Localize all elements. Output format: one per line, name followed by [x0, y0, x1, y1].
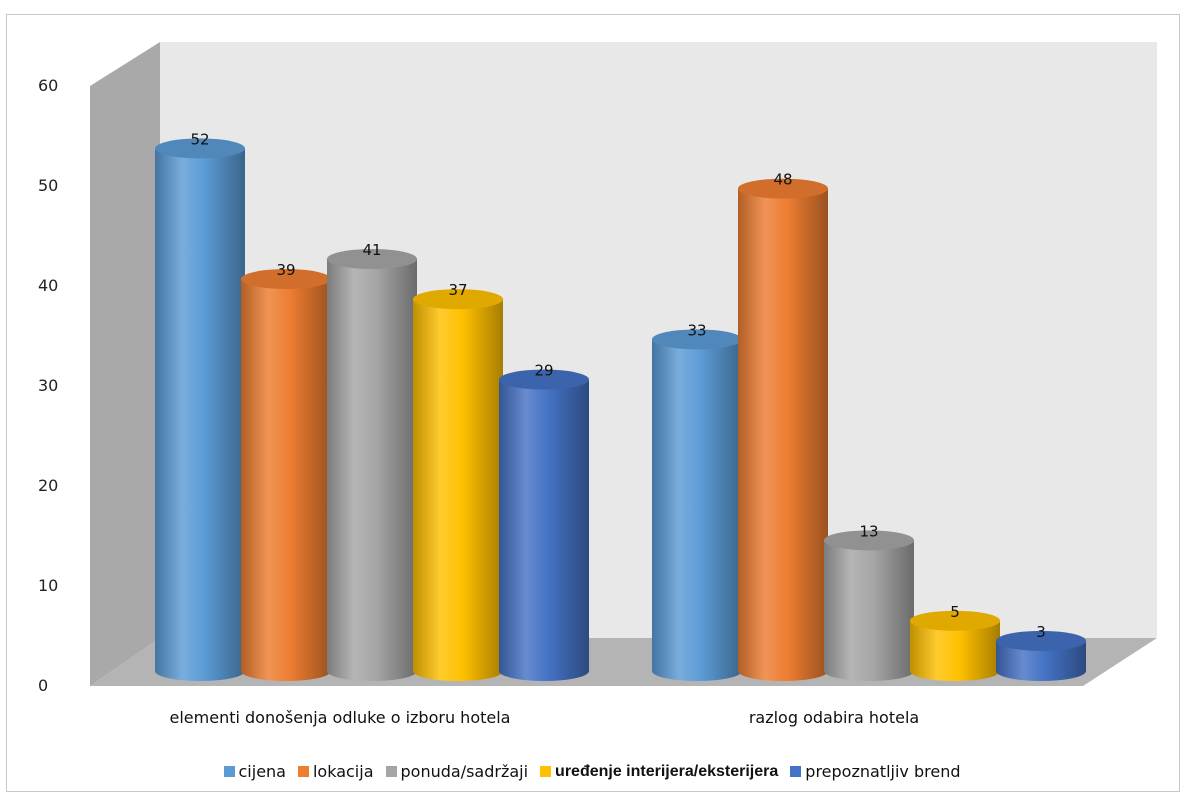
value-label: 29: [534, 362, 553, 380]
bar-body: [652, 339, 742, 681]
bar-body: [738, 188, 828, 681]
bar-top: [155, 138, 245, 159]
legend-label: ponuda/sadržaji: [400, 762, 529, 781]
y-tick-label: 10: [38, 576, 58, 595]
value-label: 41: [362, 241, 381, 259]
legend: cijena lokacija ponuda/sadržaji uređenje in…: [0, 762, 1184, 781]
y-tick-label: 40: [38, 276, 58, 295]
value-label: 5: [950, 603, 960, 621]
bar-body: [413, 299, 503, 681]
x-axis-categories: elementi donošenja odluke o izboru hotel…: [170, 708, 920, 727]
bar-3-0: [413, 289, 503, 681]
legend-item: ponuda/sadržaji: [385, 762, 529, 781]
bar-3-1: [910, 610, 1000, 681]
legend-label: lokacija: [312, 762, 374, 781]
value-labels: 52 39 41 37 29 33 48 13 5 3: [190, 130, 1045, 640]
bar-body: [499, 379, 589, 681]
bar-top: [327, 248, 417, 269]
legend-item: prepoznatljiv brend: [790, 762, 960, 781]
y-tick-label: 20: [38, 476, 58, 495]
value-label: 39: [276, 261, 295, 279]
legend-item: lokacija: [297, 762, 374, 781]
bar-1-0: [241, 269, 331, 681]
bar-body: [155, 148, 245, 681]
bar-0-1: [652, 329, 742, 681]
value-label: 48: [773, 171, 792, 189]
legend-swatch: [223, 766, 235, 777]
value-label: 13: [859, 522, 878, 540]
bar-0-0: [155, 138, 245, 681]
x-category-label: razlog odabira hotela: [749, 708, 919, 727]
value-label: 3: [1036, 623, 1046, 641]
y-tick-label: 0: [38, 676, 48, 695]
bar-2-0: [327, 248, 417, 681]
legend-label: cijena: [238, 762, 286, 781]
bar-top: [413, 289, 503, 310]
bars: [155, 138, 1086, 681]
bar-4-1: [996, 630, 1086, 681]
legend-swatch: [790, 766, 802, 777]
legend-item: cijena: [223, 762, 286, 781]
bar-body: [241, 279, 331, 681]
value-label: 52: [190, 130, 209, 148]
value-label: 33: [687, 321, 706, 339]
y-tick-label: 30: [38, 376, 58, 395]
legend-swatch: [385, 766, 397, 777]
y-axis-ticks: 0 10 20 30 40 50 60: [38, 76, 58, 695]
legend-label: prepoznatljiv brend: [805, 762, 961, 781]
bar-body: [327, 258, 417, 681]
bar-1-1: [738, 178, 828, 681]
bar-top: [241, 269, 331, 290]
legend-label: uređenje interijera/eksterijera: [555, 762, 779, 780]
bar-body: [824, 540, 914, 681]
bar-top: [652, 329, 742, 350]
y-tick-label: 50: [38, 176, 58, 195]
bar-top: [996, 630, 1086, 651]
legend-swatch: [297, 766, 309, 777]
bar-top: [499, 369, 589, 390]
value-label: 37: [448, 281, 467, 299]
bar-top: [910, 610, 1000, 631]
bar-body: [910, 620, 1000, 681]
x-category-label: elementi donošenja odluke o izboru hotel…: [170, 708, 511, 727]
bar-4-0: [499, 369, 589, 681]
legend-swatch: [540, 766, 552, 777]
side-wall: [90, 42, 160, 686]
y-tick-label: 60: [38, 76, 58, 95]
chart-frame: [6, 14, 1180, 792]
legend-item: uređenje interijera/eksterijera: [540, 763, 778, 781]
bar-body: [996, 640, 1086, 681]
bar-top: [824, 530, 914, 551]
bar-2-1: [824, 530, 914, 681]
bar-top: [738, 178, 828, 199]
